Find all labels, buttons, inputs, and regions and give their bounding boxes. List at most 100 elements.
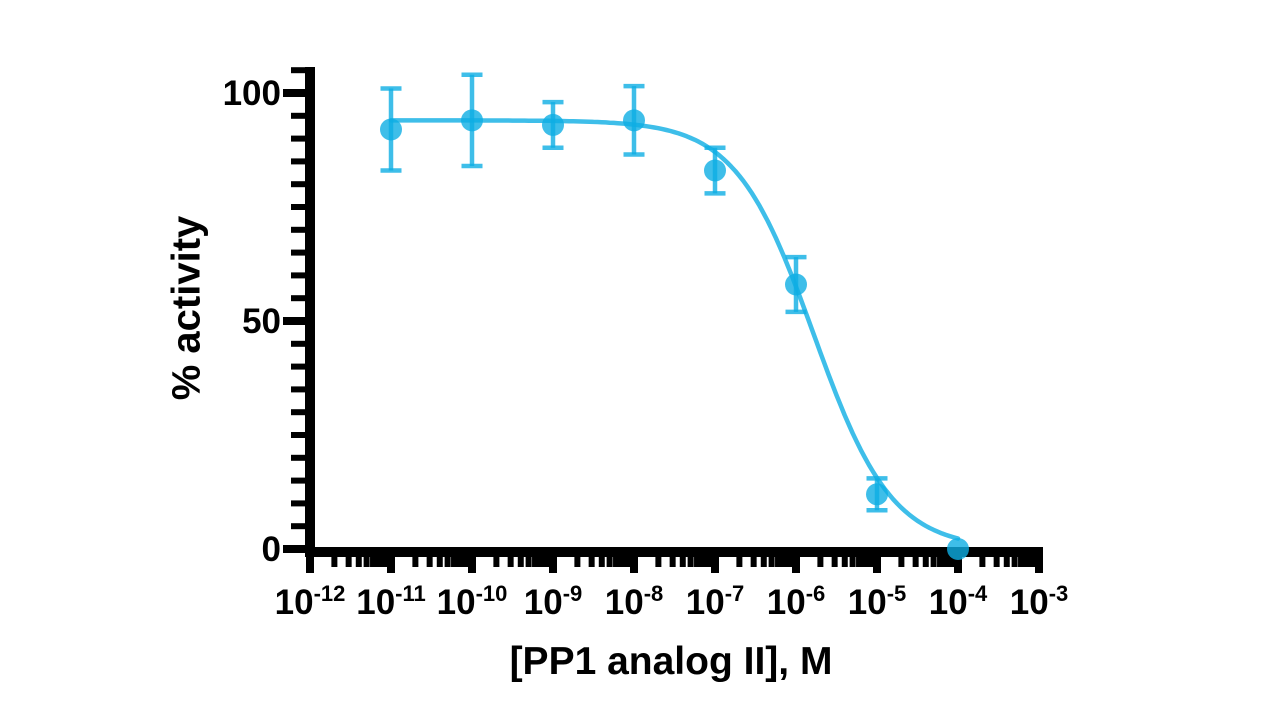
- x-major-tick: [387, 557, 395, 573]
- y-axis-line: [305, 67, 315, 557]
- x-minor-tick: [613, 557, 620, 567]
- x-minor-tick: [861, 557, 868, 567]
- y-minor-tick: [291, 409, 305, 416]
- x-tick-label: 10-5: [848, 581, 907, 622]
- x-minor-tick: [465, 557, 472, 567]
- x-minor-tick: [598, 557, 605, 567]
- x-tick-label: 10-4: [929, 581, 988, 622]
- x-minor-tick: [655, 557, 662, 567]
- y-minor-tick: [291, 386, 305, 393]
- error-bars: [380, 72, 888, 513]
- x-minor-tick: [532, 557, 539, 567]
- x-axis-title: [PP1 analog II], M: [509, 640, 833, 683]
- x-tick-label: 10-9: [524, 581, 583, 622]
- y-minor-tick: [291, 363, 305, 370]
- x-minor-tick: [623, 557, 630, 567]
- x-minor-tick: [669, 557, 676, 567]
- data-point-marker: [623, 109, 645, 132]
- y-minor-tick: [291, 477, 305, 484]
- x-minor-tick: [493, 557, 500, 567]
- x-minor-tick: [694, 557, 701, 567]
- x-minor-tick: [679, 557, 686, 567]
- x-minor-tick: [426, 557, 433, 567]
- y-minor-tick: [291, 523, 305, 530]
- x-minor-tick: [542, 557, 549, 567]
- x-axis-line: [305, 547, 1043, 557]
- x-minor-tick: [699, 557, 706, 567]
- x-minor-tick: [760, 557, 767, 567]
- x-minor-tick: [1011, 557, 1018, 567]
- y-minor-tick: [291, 204, 305, 210]
- x-major-tick: [873, 557, 881, 573]
- y-minor-tick: [291, 432, 305, 438]
- y-tick-label: 100: [223, 74, 281, 113]
- y-minor-tick: [291, 295, 305, 302]
- axes: 0 50 100 10-12 10-11 10-10 10-9 10-8 10-7 10-6 10-…: [223, 67, 1069, 622]
- x-minor-tick: [1028, 557, 1035, 567]
- x-minor-tick: [574, 557, 581, 567]
- x-minor-tick: [898, 557, 905, 567]
- y-minor-tick: [291, 340, 305, 347]
- x-minor-tick: [775, 557, 782, 567]
- x-minor-tick: [789, 557, 796, 567]
- data-point-marker: [380, 118, 402, 141]
- data-point-marker: [866, 483, 888, 506]
- x-minor-tick: [461, 557, 468, 567]
- x-minor-tick: [363, 557, 370, 567]
- x-minor-tick: [750, 557, 757, 567]
- x-minor-tick: [355, 557, 362, 567]
- x-minor-tick: [937, 557, 944, 567]
- y-minor-tick: [291, 500, 305, 507]
- fit-curve: [388, 118, 961, 541]
- x-minor-tick: [456, 557, 463, 567]
- x-tick-label: 10-8: [605, 581, 664, 622]
- x-minor-tick: [525, 557, 532, 567]
- x-tick-label: 10-11: [356, 581, 426, 622]
- x-minor-tick: [951, 557, 958, 567]
- x-tick-label: 10-3: [1010, 581, 1069, 622]
- x-minor-tick: [1003, 557, 1010, 567]
- x-tick-label: 10-12: [275, 581, 346, 622]
- x-minor-tick: [870, 557, 877, 567]
- y-minor-tick: [291, 454, 305, 461]
- x-minor-tick: [618, 557, 625, 567]
- y-axis-title: % activity: [164, 215, 209, 401]
- y-major-tick: [283, 89, 305, 97]
- x-minor-tick: [1023, 557, 1030, 567]
- y-tick-label: 50: [242, 302, 281, 341]
- x-minor-tick: [736, 557, 743, 567]
- x-minor-tick: [785, 557, 792, 567]
- x-minor-tick: [380, 557, 387, 567]
- x-minor-tick: [606, 557, 613, 567]
- x-minor-tick: [331, 557, 338, 567]
- x-minor-tick: [627, 557, 634, 567]
- x-minor-tick: [768, 557, 775, 567]
- y-minor-tick: [291, 67, 305, 74]
- data-point-marker: [947, 538, 969, 560]
- y-minor-tick: [291, 181, 305, 188]
- data-point-marker: [704, 159, 726, 182]
- y-minor-tick: [291, 158, 305, 165]
- x-major-tick: [711, 557, 719, 573]
- x-major-tick: [630, 557, 638, 573]
- data-point-marker: [542, 113, 564, 136]
- x-minor-tick: [537, 557, 544, 567]
- x-minor-tick: [1032, 557, 1039, 567]
- x-minor-tick: [993, 557, 1000, 567]
- x-major-tick: [468, 557, 476, 573]
- y-major-tick: [283, 317, 305, 325]
- x-tick-label: 10-7: [686, 581, 745, 622]
- x-minor-tick: [370, 557, 377, 567]
- x-minor-tick: [866, 557, 873, 567]
- x-major-tick: [954, 557, 962, 573]
- x-minor-tick: [704, 557, 711, 567]
- data-point-marker: [461, 109, 483, 132]
- x-minor-tick: [546, 557, 553, 567]
- x-tick-label: 10-6: [767, 581, 826, 622]
- x-major-tick: [549, 557, 557, 573]
- x-minor-tick: [780, 557, 787, 567]
- x-minor-tick: [444, 557, 451, 567]
- x-minor-tick: [345, 557, 352, 567]
